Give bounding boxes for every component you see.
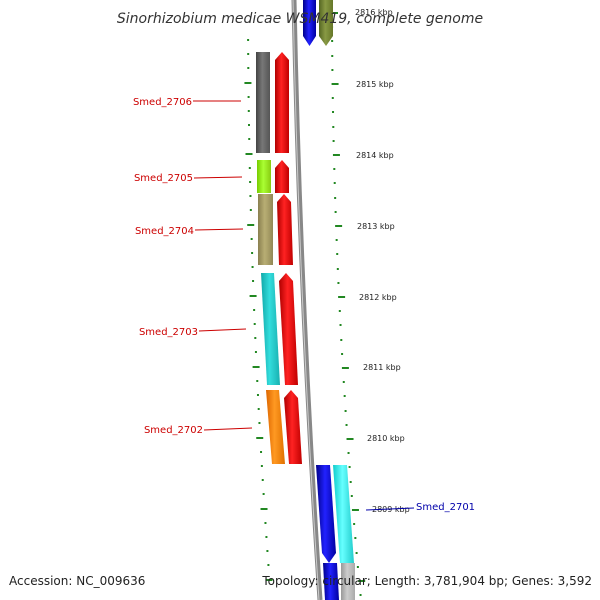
scale-label-2813: 2813 kbp — [357, 222, 395, 231]
label-smed-2704[interactable]: Smed_2704 — [135, 226, 194, 237]
scale-label-2811: 2811 kbp — [363, 363, 401, 372]
strand-arrow-1 — [275, 52, 289, 153]
leader-smed-2701 — [365, 507, 415, 511]
gene-smed-2704[interactable] — [258, 194, 273, 265]
label-smed-2706[interactable]: Smed_2706 — [133, 97, 192, 108]
scale-label-partial: 2816 kbp — [355, 8, 393, 17]
label-smed-2702[interactable]: Smed_2702 — [144, 425, 203, 436]
leader-smed-2705 — [193, 176, 243, 179]
gene-smed-2705[interactable] — [257, 160, 271, 193]
label-smed-2703[interactable]: Smed_2703 — [139, 327, 198, 338]
leader-smed-2702 — [203, 427, 253, 431]
gene-top-blue[interactable] — [303, 0, 316, 46]
gene-bottom-gray[interactable] — [341, 563, 355, 600]
map-title: Sinorhizobium medicae WSM419, complete g… — [117, 11, 483, 27]
gene-smed-2703[interactable] — [261, 273, 280, 385]
accession-text: Accession: NC_009636 — [9, 574, 146, 588]
leader-smed-2704 — [194, 228, 244, 231]
scale-label-2814: 2814 kbp — [356, 151, 394, 160]
strand-arrow-5 — [284, 390, 302, 464]
strand-arrow-2 — [275, 160, 289, 193]
scale-label-2810: 2810 kbp — [367, 434, 405, 443]
strand-arrow-4 — [279, 273, 298, 385]
gene-smed-2702[interactable] — [266, 390, 285, 464]
right-ruler — [331, 12, 366, 596]
scale-label-2809: 2809 kbp — [372, 505, 410, 514]
genome-backbone — [291, 0, 323, 600]
gene-top-olive[interactable] — [319, 0, 333, 46]
strand-arrow-6 — [316, 465, 336, 563]
scale-label-2815: 2815 kbp — [356, 80, 394, 89]
label-smed-2701[interactable]: Smed_2701 — [416, 502, 475, 513]
strand-arrow-7 — [323, 563, 339, 600]
leader-smed-2703 — [198, 328, 247, 332]
left-ruler — [244, 39, 273, 581]
gene-smed-2706[interactable] — [256, 52, 270, 153]
topology-text: Topology: circular; Length: 3,781,904 bp… — [262, 574, 592, 588]
genome-backbone-highlight — [292, 0, 320, 600]
gene-smed-2701[interactable] — [333, 465, 354, 563]
scale-label-2812: 2812 kbp — [359, 293, 397, 302]
label-smed-2705[interactable]: Smed_2705 — [134, 173, 193, 184]
strand-arrow-3 — [277, 194, 293, 265]
